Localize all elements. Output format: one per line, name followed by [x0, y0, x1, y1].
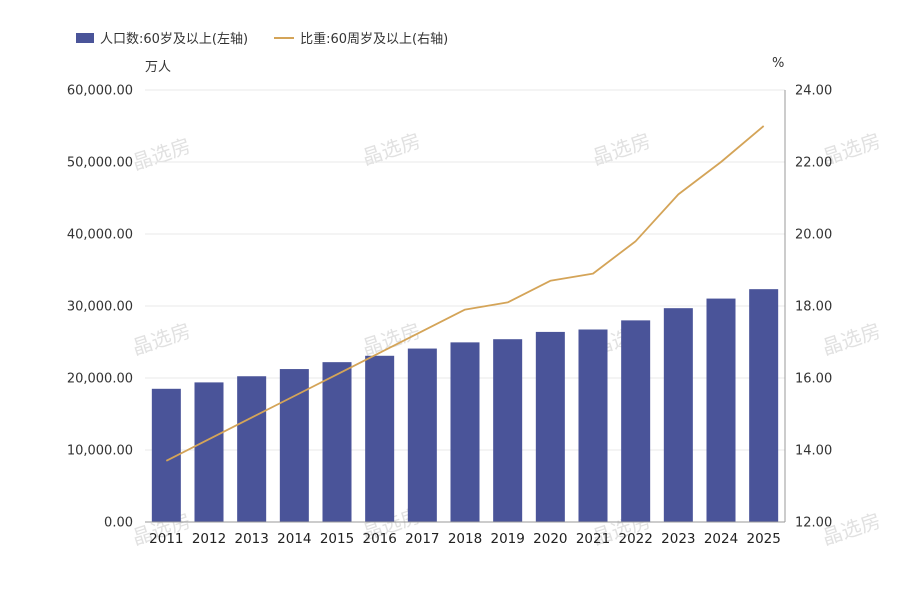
bar-2013 [237, 376, 267, 522]
x-axis-tick: 2014 [277, 531, 311, 547]
bar-2014 [279, 369, 309, 522]
x-axis-tick: 2020 [533, 531, 567, 547]
bar-2016 [365, 355, 395, 522]
x-axis-tick: 2018 [448, 531, 482, 547]
legend-line-swatch [274, 36, 295, 39]
right-axis-tick: 12.00 [795, 516, 832, 531]
left-axis-tick: 0.00 [104, 516, 133, 531]
left-axis-tick: 10,000.00 [67, 444, 133, 459]
x-axis-tick: 2015 [320, 531, 354, 547]
legend-item-population[interactable]: 人口数:60岁及以上(左轴) [76, 28, 248, 47]
bar-2025 [749, 289, 779, 522]
watermark-text: 晶选房 [589, 128, 653, 169]
bar-2019 [493, 339, 523, 522]
bar-2024 [706, 298, 736, 522]
watermark-text: 晶选房 [359, 128, 423, 169]
left-axis-tick: 30,000.00 [67, 300, 133, 315]
watermark-text: 晶选房 [819, 318, 883, 359]
right-axis-tick: 16.00 [795, 372, 832, 387]
bar-2012 [194, 382, 224, 522]
bar-2023 [663, 308, 693, 522]
x-axis-tick: 2025 [746, 531, 780, 547]
left-axis-tick: 60,000.00 [67, 84, 133, 99]
right-axis-tick: 24.00 [795, 84, 832, 99]
x-axis-tick: 2021 [576, 531, 610, 547]
x-axis-tick: 2013 [234, 531, 268, 547]
right-axis-tick: 22.00 [795, 156, 832, 171]
legend-item-ratio[interactable]: 比重:60周岁及以上(右轴) [274, 28, 448, 47]
x-axis-tick: 2022 [618, 531, 652, 547]
x-axis-tick: 2019 [490, 531, 524, 547]
x-axis-tick: 2023 [661, 531, 695, 547]
x-axis-tick: 2012 [192, 531, 226, 547]
bar-2018 [450, 342, 480, 522]
watermark-text: 晶选房 [129, 133, 193, 174]
x-axis-tick: 2016 [362, 531, 396, 547]
right-axis-tick: 18.00 [795, 300, 832, 315]
bar-2020 [535, 331, 565, 522]
right-axis-unit: % [772, 56, 785, 71]
x-axis-tick: 2017 [405, 531, 439, 547]
x-axis-tick: 2011 [149, 531, 183, 547]
left-axis-tick: 50,000.00 [67, 156, 133, 171]
bar-2021 [578, 329, 608, 522]
legend-bar-swatch [76, 32, 94, 43]
x-axis-tick: 2024 [704, 531, 738, 547]
chart-legend: 人口数:60岁及以上(左轴) 比重:60周岁及以上(右轴) [76, 28, 474, 47]
bar-2015 [322, 362, 352, 522]
legend-bar-label: 人口数:60岁及以上(左轴) [100, 32, 249, 47]
left-axis-tick: 20,000.00 [67, 372, 133, 387]
left-axis-tick: 40,000.00 [67, 228, 133, 243]
right-axis-tick: 14.00 [795, 444, 832, 459]
bar-2017 [407, 348, 437, 522]
left-axis-unit: 万人 [145, 60, 172, 75]
bar-2022 [621, 320, 651, 522]
watermark-text: 晶选房 [129, 318, 193, 359]
right-axis-tick: 20.00 [795, 228, 832, 243]
legend-line-label: 比重:60周岁及以上(右轴) [300, 32, 449, 47]
